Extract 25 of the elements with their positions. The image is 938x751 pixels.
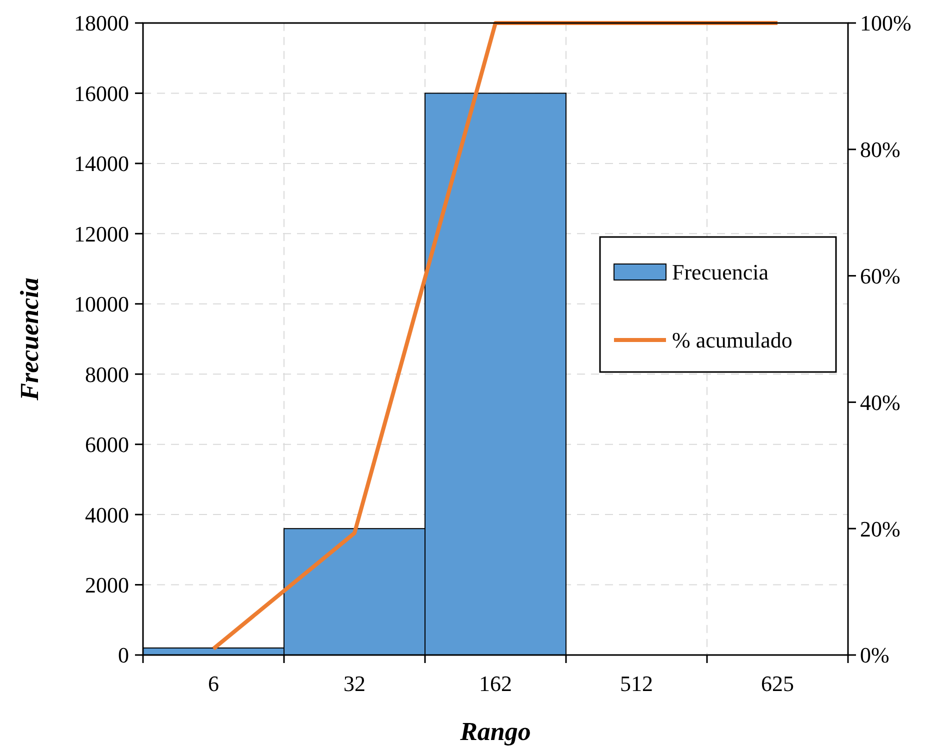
legend-label: Frecuencia bbox=[672, 260, 769, 285]
y2-tick-label: 100% bbox=[860, 10, 912, 36]
legend-label: % acumulado bbox=[672, 328, 792, 353]
y-tick-label: 4000 bbox=[85, 502, 129, 528]
y2-tick-label: 80% bbox=[860, 137, 900, 162]
y-tick-label: 10000 bbox=[74, 292, 129, 317]
y-tick-label: 14000 bbox=[74, 151, 129, 176]
y-tick-label: 8000 bbox=[85, 362, 129, 387]
y-tick-label: 12000 bbox=[74, 221, 129, 246]
x-tick-label: 32 bbox=[344, 671, 366, 696]
y-tick-label: 6000 bbox=[85, 432, 129, 458]
y2-tick-label: 40% bbox=[860, 390, 900, 415]
y-axis-title: Frecuencia bbox=[15, 278, 44, 402]
y-tick-label: 16000 bbox=[74, 80, 129, 106]
y2-tick-label: 60% bbox=[860, 264, 900, 288]
x-tick-label: 512 bbox=[620, 671, 653, 696]
x-tick-label: 162 bbox=[479, 671, 512, 696]
y-tick-label: 2000 bbox=[85, 572, 129, 598]
y2-tick-label: 0% bbox=[860, 642, 890, 668]
y2-tick-label: 20% bbox=[860, 516, 900, 542]
y-tick-label: 0 bbox=[118, 642, 129, 668]
y-tick-label: 18000 bbox=[74, 10, 129, 36]
x-axis-title: Rango bbox=[459, 717, 531, 746]
x-tick-label: 625 bbox=[761, 671, 794, 696]
x-tick-label: 6 bbox=[208, 671, 219, 696]
